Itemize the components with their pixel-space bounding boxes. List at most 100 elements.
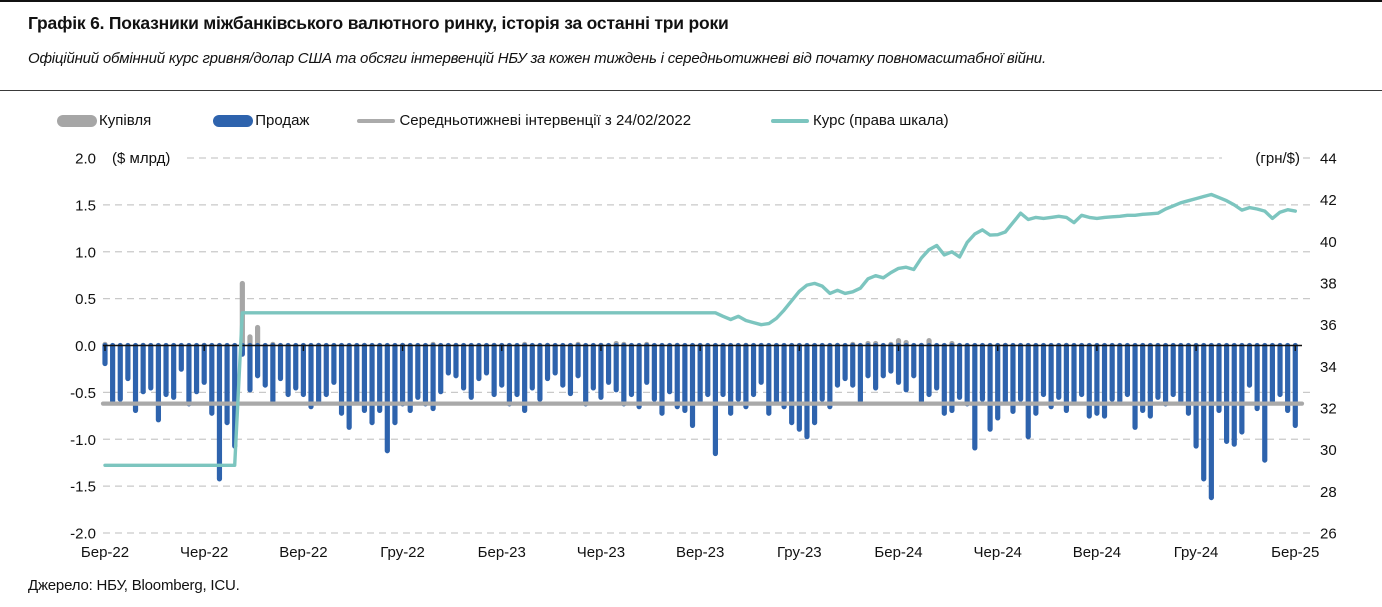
chart-title: Графік 6. Показники міжбанківського валю… bbox=[28, 13, 729, 34]
sell-bar bbox=[553, 343, 558, 376]
sell-bar bbox=[606, 343, 611, 385]
left-tick-label: 2.0 bbox=[75, 151, 96, 168]
sell-bar bbox=[1018, 343, 1023, 402]
sell-bar bbox=[331, 343, 336, 385]
sell-bar bbox=[507, 343, 512, 407]
sell-bar bbox=[713, 343, 718, 456]
sell-bar bbox=[476, 343, 481, 381]
right-tick-label: 26 bbox=[1320, 526, 1337, 543]
sell-bar bbox=[316, 343, 321, 404]
rate-line-swatch-icon bbox=[771, 119, 809, 123]
x-tick-label: Чер-22 bbox=[180, 544, 228, 561]
left-tick-label: -1.0 bbox=[70, 432, 96, 449]
sell-bar bbox=[568, 343, 573, 396]
sell-bar bbox=[835, 343, 840, 388]
sell-bar bbox=[843, 343, 848, 381]
sell-bar bbox=[141, 343, 146, 394]
sell-bar bbox=[827, 343, 832, 409]
fx-market-chart: ($ млрд)(грн/$)2.01.51.00.50.0-0.5-1.0-1… bbox=[0, 0, 1382, 607]
sell-bar bbox=[804, 343, 809, 439]
sell-bar bbox=[881, 343, 886, 378]
sell-bar bbox=[690, 343, 695, 428]
sell-bar bbox=[1293, 343, 1298, 428]
sell-bar bbox=[1255, 343, 1260, 411]
sell-bar bbox=[629, 343, 634, 397]
sell-bar bbox=[1148, 343, 1153, 419]
legend-label-buy: Купівля bbox=[99, 112, 151, 129]
left-tick-label: -2.0 bbox=[70, 526, 96, 543]
sell-bar bbox=[873, 343, 878, 391]
right-tick-label: 42 bbox=[1320, 192, 1337, 209]
sell-bar bbox=[743, 343, 748, 409]
sell-bar bbox=[1232, 343, 1237, 447]
sell-bar bbox=[812, 343, 817, 425]
sell-bar bbox=[1003, 343, 1008, 404]
sell-bar bbox=[286, 343, 291, 397]
left-tick-label: -0.5 bbox=[70, 385, 96, 402]
right-axis-unit: (грн/$) bbox=[1255, 150, 1300, 167]
sell-bar bbox=[461, 343, 466, 391]
legend-label-rate: Курс (права шкала) bbox=[813, 112, 949, 129]
sell-bar bbox=[438, 343, 443, 394]
sell-bar bbox=[705, 343, 710, 397]
top-rule bbox=[0, 0, 1382, 2]
sell-bar bbox=[1102, 343, 1107, 419]
sell-bar bbox=[736, 343, 741, 402]
sell-bar bbox=[934, 343, 939, 391]
sell-bar bbox=[797, 343, 802, 432]
sell-bar bbox=[1071, 343, 1076, 404]
left-tick-label: 0.5 bbox=[75, 291, 96, 308]
sell-bar bbox=[1277, 343, 1282, 397]
sell-bar bbox=[415, 343, 420, 400]
sell-bar bbox=[1110, 343, 1115, 402]
sell-bar bbox=[255, 343, 260, 378]
sell-bar bbox=[751, 343, 756, 397]
right-tick-label: 36 bbox=[1320, 317, 1337, 334]
sell-bar bbox=[270, 343, 275, 404]
sell-bar bbox=[926, 343, 931, 397]
sell-bar bbox=[675, 343, 680, 409]
left-tick-label: 1.5 bbox=[75, 197, 96, 214]
sell-bar bbox=[560, 343, 565, 388]
sell-bar bbox=[1125, 343, 1130, 397]
sell-bar bbox=[904, 343, 909, 392]
sell-bar bbox=[965, 343, 970, 407]
sell-bar bbox=[537, 343, 542, 402]
sell-bar bbox=[514, 343, 519, 397]
left-axis-unit: ($ млрд) bbox=[112, 150, 170, 167]
sell-bar bbox=[972, 343, 977, 451]
x-tick-label: Чер-23 bbox=[577, 544, 625, 561]
sell-bar bbox=[1041, 343, 1046, 397]
legend-item-buy: Купівля bbox=[57, 112, 151, 129]
sell-bar bbox=[644, 343, 649, 385]
sell-bar bbox=[583, 343, 588, 407]
buy-bar-swatch-icon bbox=[57, 115, 97, 127]
sell-bar bbox=[1056, 343, 1061, 400]
sell-bar bbox=[301, 343, 306, 397]
right-tick-label: 28 bbox=[1320, 484, 1337, 501]
right-tick-label: 38 bbox=[1320, 276, 1337, 293]
x-tick-label: Бер-24 bbox=[874, 544, 922, 561]
legend-item-sell: Продаж bbox=[213, 112, 309, 129]
sell-bar bbox=[484, 343, 489, 376]
sell-bar bbox=[575, 343, 580, 378]
legend-label-sell: Продаж bbox=[255, 112, 309, 129]
header-divider bbox=[0, 90, 1382, 91]
sell-bar bbox=[125, 343, 130, 381]
sell-bar bbox=[621, 343, 626, 407]
sell-bar bbox=[888, 343, 893, 374]
x-tick-label: Чер-24 bbox=[974, 544, 1022, 561]
sell-bar bbox=[492, 343, 497, 397]
left-tick-label: 0.0 bbox=[75, 338, 96, 355]
sell-bar bbox=[1026, 343, 1031, 439]
sell-bar bbox=[369, 343, 374, 425]
sell-bar bbox=[1247, 343, 1252, 388]
sell-bar bbox=[1209, 343, 1214, 500]
x-tick-label: Вер-24 bbox=[1073, 544, 1121, 561]
exchange-rate-line bbox=[105, 195, 1295, 466]
sell-bar bbox=[720, 343, 725, 397]
left-tick-label: 1.0 bbox=[75, 244, 96, 261]
sell-bar bbox=[919, 343, 924, 404]
right-tick-label: 44 bbox=[1320, 151, 1337, 168]
sell-bar bbox=[1155, 343, 1160, 400]
